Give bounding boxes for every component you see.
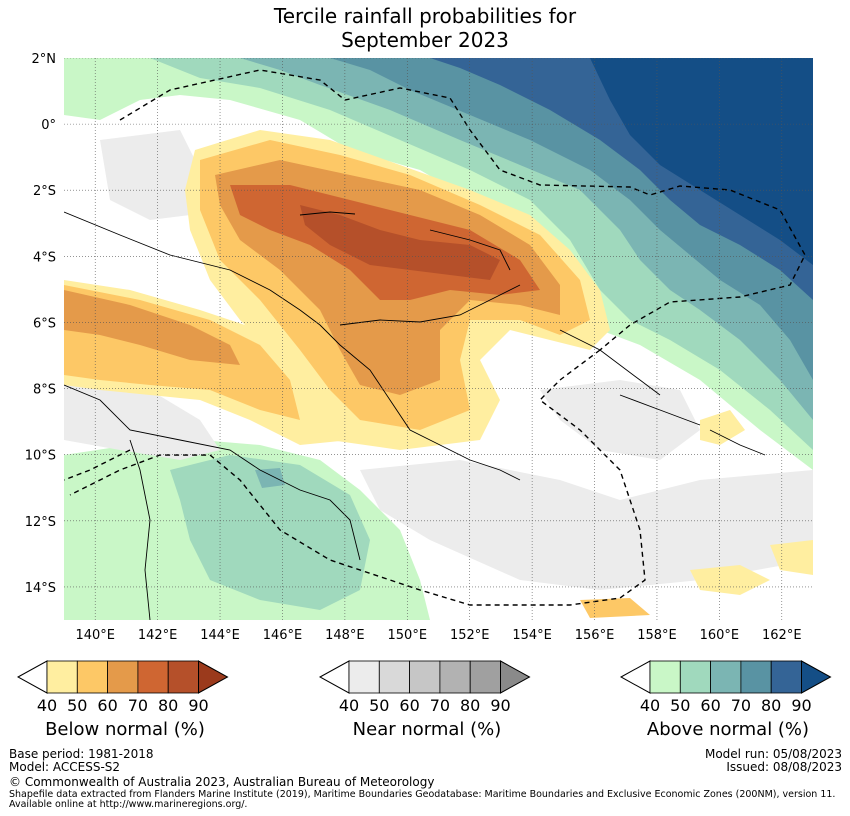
probability-fields [64,58,813,620]
colorbar-tick: 50 [369,696,390,715]
below-normal-patch [700,410,745,445]
lat-label: 8°S [33,383,56,398]
colorbar-swatch [679,660,711,694]
colorbar-tick: 50 [67,696,88,715]
near-normal-patch [100,130,200,220]
issued-date: Issued: 08/08/2023 [726,760,842,774]
colorbar-tick: 40 [36,696,58,715]
colorbar-swatch [409,660,441,694]
colorbar-swatch [770,660,802,694]
lat-label: 10°S [25,449,56,464]
above-normal-90-region [590,58,813,265]
below-normal-80-region [300,205,500,280]
colorbar-swatch [76,660,108,694]
colorbar-swatch [439,660,471,694]
lat-label: 12°S [25,515,56,530]
colorbar-high-extension [801,660,832,694]
maritime-boundaries [64,69,806,606]
colorbar-tick: 70 [127,696,149,715]
lat-label: 0° [41,118,56,133]
colorbar-swatch [710,660,742,694]
colorbar-swatch [378,660,410,694]
longitude-labels: 140°E 142°E 144°E 146°E 148°E 150°E 152°E 154°E… [75,628,801,643]
colorbar-tick: 50 [670,696,691,715]
shapefile-credit-line2: Available online at http://www.marinereg… [9,799,248,810]
lon-label: 162°E [762,628,802,643]
lon-label: 146°E [263,628,303,643]
lon-label: 148°E [325,628,365,643]
below-normal-patch [770,540,813,575]
lon-label: 144°E [200,628,240,643]
near-normal-patch [360,460,813,590]
colorbar-low-extension [620,660,651,694]
lon-label: 154°E [512,628,552,643]
colorbar-title: Above normal (%) [646,719,810,740]
colorbar-tick: 80 [460,696,481,715]
below-normal-patch [580,598,650,618]
shapefile-credit-line1: Shapefile data extracted from Flanders M… [9,789,836,800]
colorbar-swatch [46,660,78,694]
colorbar-tick: 60 [700,696,721,715]
below-normal-patch [690,565,770,595]
model-run: Model run: 05/08/2023 [704,747,842,761]
colorbar-tick: 90 [791,696,812,715]
colorbar-swatch [167,660,199,694]
lon-label: 156°E [575,628,615,643]
colorbar-tick: 60 [97,696,118,715]
lat-label: 2°N [32,52,57,67]
lat-label: 2°S [33,184,56,199]
colorbar-swatch [740,660,772,694]
base-period: Base period: 1981-2018 [9,747,154,761]
model-name: Model: ACCESS-S2 [9,760,121,774]
lon-label: 140°E [75,628,115,643]
lon-label: 150°E [388,628,428,643]
colorbar-tick: 60 [399,696,420,715]
colorbar-tick: 70 [730,696,752,715]
colorbar-low-extension [17,660,48,694]
rainfall-map: 2°N 0° 2°S 4°S 6°S 8°S 10°S 12°S 14°S 140°E 142°E… [25,52,813,643]
colorbar-tick: 80 [158,696,179,715]
colorbar-title: Below normal (%) [45,719,205,740]
colorbar-high-extension [198,660,229,694]
colorbar-swatch [137,660,169,694]
colorbar-title: Near normal (%) [352,719,502,740]
colorbar-swatch [107,660,139,694]
lat-label: 4°S [33,250,56,265]
colorbar-swatch [348,660,380,694]
map-title-line1: Tercile rainfall probabilities for [273,4,577,28]
lon-label: 142°E [138,628,178,643]
above-normal-south-60-region [255,468,285,488]
colorbar-tick: 40 [639,696,661,715]
colorbar [319,660,531,694]
lat-label: 14°S [25,581,56,596]
copyright: © Commonwealth of Australia 2023, Austra… [9,775,435,789]
colorbar-tick: 90 [490,696,511,715]
colorbar-low-extension [319,660,350,694]
colorbar [620,660,832,694]
colorbar-tick: 40 [338,696,360,715]
latitude-labels: 2°N 0° 2°S 4°S 6°S 8°S 10°S 12°S 14°S [25,52,56,596]
colorbar-swatch [469,660,501,694]
colorbar-tick: 90 [188,696,209,715]
lon-label: 158°E [637,628,677,643]
map-title-line2: September 2023 [341,28,509,52]
colorbar-tick: 70 [429,696,451,715]
colorbar-tick: 80 [761,696,782,715]
graticule [64,58,813,620]
lat-label: 6°S [33,316,56,331]
colorbar [17,660,229,694]
colorbar-high-extension [500,660,531,694]
lon-label: 152°E [450,628,490,643]
lon-label: 160°E [700,628,740,643]
colorbar-swatch [649,660,681,694]
below-normal-west-60-region [64,290,240,365]
near-normal-patch [540,380,700,460]
